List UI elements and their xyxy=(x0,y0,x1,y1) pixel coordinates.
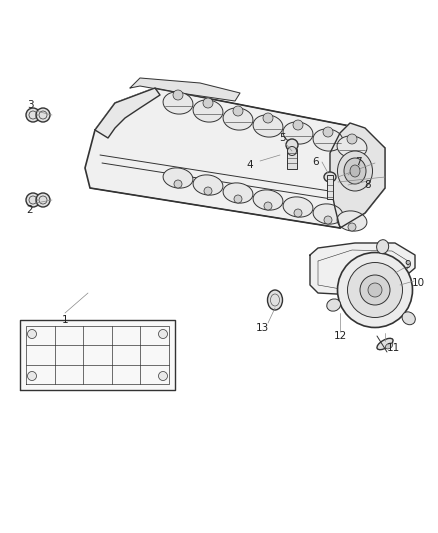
Ellipse shape xyxy=(344,158,366,184)
Ellipse shape xyxy=(294,209,302,217)
Ellipse shape xyxy=(193,175,223,195)
Text: 10: 10 xyxy=(411,278,424,288)
Ellipse shape xyxy=(324,216,332,224)
Ellipse shape xyxy=(28,329,36,338)
Bar xyxy=(327,175,333,199)
Ellipse shape xyxy=(253,190,283,210)
Text: 6: 6 xyxy=(313,157,319,167)
Ellipse shape xyxy=(385,343,393,349)
Text: 11: 11 xyxy=(386,343,399,353)
Ellipse shape xyxy=(338,151,372,191)
Ellipse shape xyxy=(283,197,313,217)
Ellipse shape xyxy=(28,372,36,381)
Ellipse shape xyxy=(337,136,367,158)
Ellipse shape xyxy=(174,180,182,188)
Ellipse shape xyxy=(204,187,212,195)
Ellipse shape xyxy=(293,120,303,130)
Polygon shape xyxy=(310,243,415,295)
Ellipse shape xyxy=(26,108,40,122)
Text: 4: 4 xyxy=(247,160,253,170)
Polygon shape xyxy=(20,320,175,390)
Ellipse shape xyxy=(263,113,273,123)
Ellipse shape xyxy=(313,129,343,151)
Ellipse shape xyxy=(347,134,357,144)
Ellipse shape xyxy=(233,106,243,116)
Ellipse shape xyxy=(313,204,343,224)
Text: 5: 5 xyxy=(279,133,285,143)
Ellipse shape xyxy=(324,172,336,182)
Ellipse shape xyxy=(173,90,183,100)
Ellipse shape xyxy=(347,262,403,318)
Ellipse shape xyxy=(327,299,340,311)
Text: 3: 3 xyxy=(27,100,33,110)
Ellipse shape xyxy=(377,338,393,350)
Ellipse shape xyxy=(338,253,413,327)
Ellipse shape xyxy=(234,195,242,203)
Ellipse shape xyxy=(264,202,272,210)
Ellipse shape xyxy=(159,329,167,338)
Text: 8: 8 xyxy=(365,180,371,190)
Text: 7: 7 xyxy=(355,157,361,167)
Ellipse shape xyxy=(368,283,382,297)
Ellipse shape xyxy=(402,312,415,325)
Ellipse shape xyxy=(36,193,50,207)
Ellipse shape xyxy=(223,108,253,130)
Ellipse shape xyxy=(348,223,356,231)
Ellipse shape xyxy=(163,92,193,114)
Text: 12: 12 xyxy=(333,331,346,341)
Polygon shape xyxy=(95,88,160,138)
Text: 2: 2 xyxy=(27,205,33,215)
Ellipse shape xyxy=(287,147,297,156)
Ellipse shape xyxy=(26,193,40,207)
Polygon shape xyxy=(130,78,240,101)
Polygon shape xyxy=(330,123,385,228)
Ellipse shape xyxy=(253,115,283,137)
Bar xyxy=(287,149,297,169)
Ellipse shape xyxy=(36,108,50,122)
Ellipse shape xyxy=(350,165,360,177)
Ellipse shape xyxy=(360,275,390,305)
Text: 13: 13 xyxy=(255,323,268,333)
Ellipse shape xyxy=(159,372,167,381)
Text: 9: 9 xyxy=(405,260,411,270)
Ellipse shape xyxy=(337,211,367,231)
Ellipse shape xyxy=(286,139,298,151)
Ellipse shape xyxy=(203,98,213,108)
Polygon shape xyxy=(85,88,385,228)
Ellipse shape xyxy=(223,183,253,203)
Ellipse shape xyxy=(283,122,313,144)
Ellipse shape xyxy=(193,100,223,122)
Text: 1: 1 xyxy=(62,315,68,325)
Ellipse shape xyxy=(163,168,193,188)
Ellipse shape xyxy=(268,290,283,310)
Ellipse shape xyxy=(323,127,333,137)
Ellipse shape xyxy=(377,240,389,254)
